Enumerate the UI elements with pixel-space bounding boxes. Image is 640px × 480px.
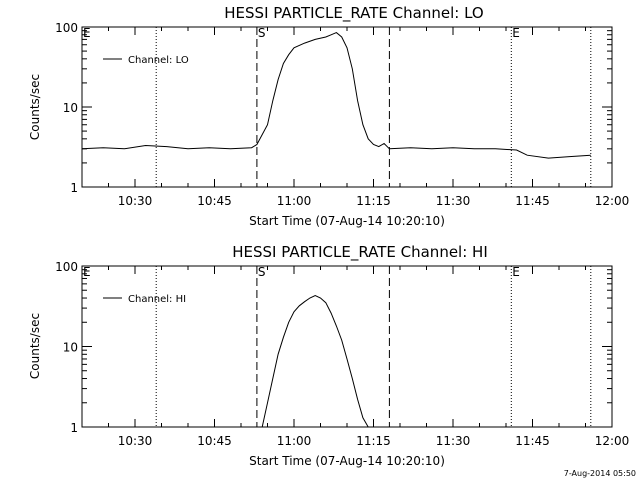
- x-tick-label: 10:30: [118, 434, 153, 448]
- plot-frame-hi: [81, 265, 613, 428]
- x-tick-label: 11:30: [436, 194, 471, 208]
- y-tick-label: 1: [70, 181, 78, 195]
- y-tick-label: 10: [63, 341, 78, 355]
- event-marker-label: S: [258, 26, 266, 40]
- y-tick-label: 1: [70, 421, 78, 435]
- panel-lo: HESSI PARTICLE_RATE Channel: LO E S E 10:3…: [28, 4, 629, 228]
- y-tick-label: 100: [55, 260, 78, 274]
- series-line-lo: [81, 32, 591, 159]
- legend-label-lo: Channel: LO: [128, 55, 189, 66]
- chart-title-hi: HESSI PARTICLE_RATE Channel: HI: [232, 243, 488, 262]
- x-tick-label: 11:15: [356, 194, 391, 208]
- x-tick-label: 10:45: [197, 194, 232, 208]
- y-tick-label: 100: [55, 21, 78, 35]
- x-tick-label: 11:45: [515, 194, 550, 208]
- legend-label-hi: Channel: HI: [128, 294, 186, 305]
- x-tick-label: 12:00: [595, 194, 630, 208]
- y-axis-label-lo: Counts/sec: [28, 74, 42, 140]
- x-tick-label: 11:00: [277, 194, 312, 208]
- event-marker-label: E: [83, 26, 91, 40]
- panel-hi: HESSI PARTICLE_RATE Channel: HI E S E 10:3…: [28, 243, 629, 468]
- x-tick-label: 11:00: [277, 434, 312, 448]
- y-tick-label: 10: [63, 101, 78, 115]
- event-marker-label: E: [512, 26, 520, 40]
- x-axis-label-hi: Start Time (07-Aug-14 10:20:10): [249, 454, 445, 468]
- x-tick-label: 12:00: [595, 434, 630, 448]
- event-marker-label: E: [512, 265, 520, 279]
- x-tick-label: 10:45: [197, 434, 232, 448]
- event-marker-label: S: [258, 265, 266, 279]
- x-tick-label: 11:45: [515, 434, 550, 448]
- series-line-hi: [261, 294, 369, 428]
- event-marker-label: E: [83, 265, 91, 279]
- x-tick-label: 10:30: [118, 194, 153, 208]
- x-axis-label-lo: Start Time (07-Aug-14 10:20:10): [249, 214, 445, 228]
- x-tick-label: 11:30: [436, 434, 471, 448]
- x-tick-label: 11:15: [356, 434, 391, 448]
- y-axis-label-hi: Counts/sec: [28, 313, 42, 379]
- chart-title-lo: HESSI PARTICLE_RATE Channel: LO: [224, 4, 483, 23]
- footer-date: 7-Aug-2014 05:50: [564, 469, 636, 478]
- plot-frame-lo: [81, 26, 613, 188]
